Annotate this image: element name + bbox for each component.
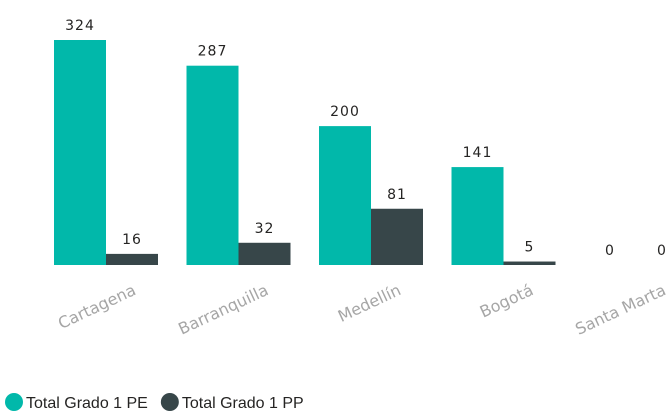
data-label: 81 (387, 187, 407, 203)
bar (186, 65, 239, 265)
x-tick-label: Santa Marta (572, 280, 668, 338)
data-label: 16 (122, 232, 142, 248)
data-label: 5 (525, 240, 535, 256)
data-label: 287 (198, 44, 228, 60)
data-label: 0 (657, 243, 667, 259)
x-tick-label: Barranquilla (175, 280, 271, 338)
legend-marker[interactable] (5, 393, 23, 411)
bar (319, 126, 371, 265)
bar (503, 261, 556, 265)
x-tick-label: Medellín (335, 280, 404, 326)
bar (238, 242, 291, 265)
bar (371, 208, 423, 265)
bar (451, 167, 504, 265)
x-tick-label: Cartagena (55, 280, 139, 333)
legend-label[interactable]: Total Grado 1 PE (26, 395, 148, 412)
data-label: 200 (330, 104, 360, 120)
data-label: 32 (255, 221, 275, 237)
legend-marker[interactable] (160, 393, 179, 411)
bar (106, 253, 158, 265)
legend-label[interactable]: Total Grado 1 PP (182, 395, 304, 412)
data-label: 141 (463, 145, 493, 161)
x-tick-label: Bogotá (477, 280, 537, 321)
bar (54, 40, 106, 265)
data-label: 324 (65, 18, 95, 34)
data-label: 0 (605, 243, 615, 259)
